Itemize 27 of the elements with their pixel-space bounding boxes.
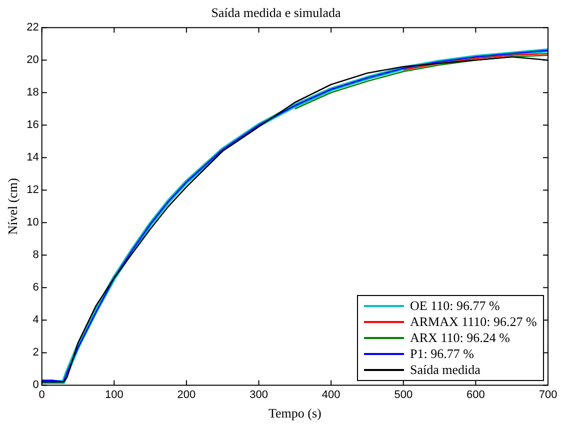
y-tick-label: 8 <box>32 249 39 262</box>
y-tick-label: 0 <box>32 379 39 392</box>
y-tick-label: 4 <box>32 314 39 326</box>
y-tick-label: 18 <box>26 86 39 99</box>
y-tick-label: 6 <box>32 282 39 294</box>
legend-label: OE 110: 96.77 % <box>410 298 500 314</box>
y-tick-label: 2 <box>32 346 39 359</box>
x-tick-label: 200 <box>177 388 196 401</box>
y-tick-label: 10 <box>26 216 39 229</box>
y-tick-label: 20 <box>26 54 39 66</box>
legend-label: ARX 110: 96.24 % <box>410 330 510 346</box>
x-tick-label: 400 <box>322 388 340 401</box>
x-axis-title: Tempo (s) <box>268 406 322 421</box>
y-axis-title: Nível (cm) <box>5 178 20 235</box>
x-tick-label: 600 <box>466 388 485 401</box>
chart-title: Saída medida e simulada <box>211 5 342 20</box>
y-tick-label: 16 <box>26 119 39 132</box>
legend-label: ARMAX 1110: 96.27 % <box>410 314 537 330</box>
y-tick-label: 14 <box>26 152 39 164</box>
x-tick-label: 300 <box>250 388 268 401</box>
legend-label: P1: 96.77 % <box>410 346 474 362</box>
x-tick-label: 100 <box>104 388 124 401</box>
y-tick-label: 22 <box>26 22 39 34</box>
x-tick-label: 700 <box>538 388 558 401</box>
y-tick-label: 12 <box>26 184 39 196</box>
x-tick-label: 500 <box>394 388 413 401</box>
legend-label: Saída medida <box>410 362 480 378</box>
